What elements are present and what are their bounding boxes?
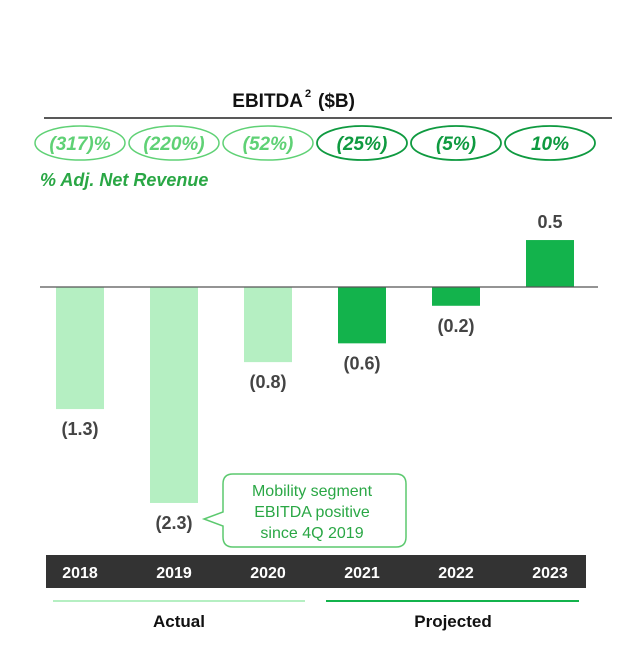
callout-box — [201, 473, 407, 548]
year-label-2020: 2020 — [250, 565, 286, 582]
value-label-2022: (0.2) — [437, 316, 474, 336]
pct-oval-2019 — [128, 125, 220, 161]
chart-title-unit: ($B) — [318, 91, 355, 112]
pct-oval-2020 — [222, 125, 314, 161]
year-label-2018: 2018 — [62, 565, 98, 582]
pct-label-2019: (220%) — [143, 134, 204, 155]
pct-label-2023: 10% — [531, 134, 569, 155]
bar-2020 — [244, 287, 292, 363]
year-label-2022: 2022 — [438, 565, 474, 582]
pct-ovals: (317)% (220%) (52%) (25%) (5%) 10% — [34, 125, 596, 161]
pct-oval-2023 — [504, 125, 596, 161]
mobility-callout: Mobility segment EBITDA positive since 4… — [201, 473, 407, 548]
pct-oval-2022 — [410, 125, 502, 161]
bar-2018 — [56, 287, 104, 410]
value-label-2020: (0.8) — [249, 372, 286, 392]
pct-oval-2018 — [34, 125, 126, 161]
year-labels: 2018 2019 2020 2021 2022 2023 — [62, 565, 568, 582]
year-label-2023: 2023 — [532, 565, 568, 582]
year-band — [46, 555, 586, 588]
bar-2019 — [150, 287, 198, 503]
bar-2021 — [338, 287, 386, 344]
projected-label: Projected — [414, 612, 491, 631]
bar-2022 — [432, 287, 480, 306]
pct-legend: % Adj. Net Revenue — [40, 170, 208, 190]
callout-line-2: EBITDA positive — [254, 504, 370, 521]
chart-title-superscript: 2 — [305, 88, 311, 100]
chart-title: EBITDA — [232, 91, 303, 112]
bar-2023 — [526, 240, 574, 287]
value-label-2021: (0.6) — [343, 353, 380, 373]
callout-line-3: since 4Q 2019 — [260, 525, 363, 542]
year-label-2021: 2021 — [344, 565, 380, 582]
pct-label-2018: (317)% — [49, 134, 110, 155]
pct-label-2020: (52%) — [243, 134, 294, 155]
actual-label: Actual — [153, 612, 205, 631]
value-label-2018: (1.3) — [61, 419, 98, 439]
callout-line-1: Mobility segment — [252, 483, 373, 500]
bars: (1.3) (2.3) (0.8) (0.6) (0.2) 0.5 — [56, 212, 574, 533]
pct-label-2021: (25%) — [337, 134, 388, 155]
value-label-2019: (2.3) — [155, 513, 192, 533]
pct-label-2022: (5%) — [436, 134, 476, 155]
pct-oval-2021 — [316, 125, 408, 161]
value-label-2023: 0.5 — [537, 212, 562, 232]
year-label-2019: 2019 — [156, 565, 192, 582]
